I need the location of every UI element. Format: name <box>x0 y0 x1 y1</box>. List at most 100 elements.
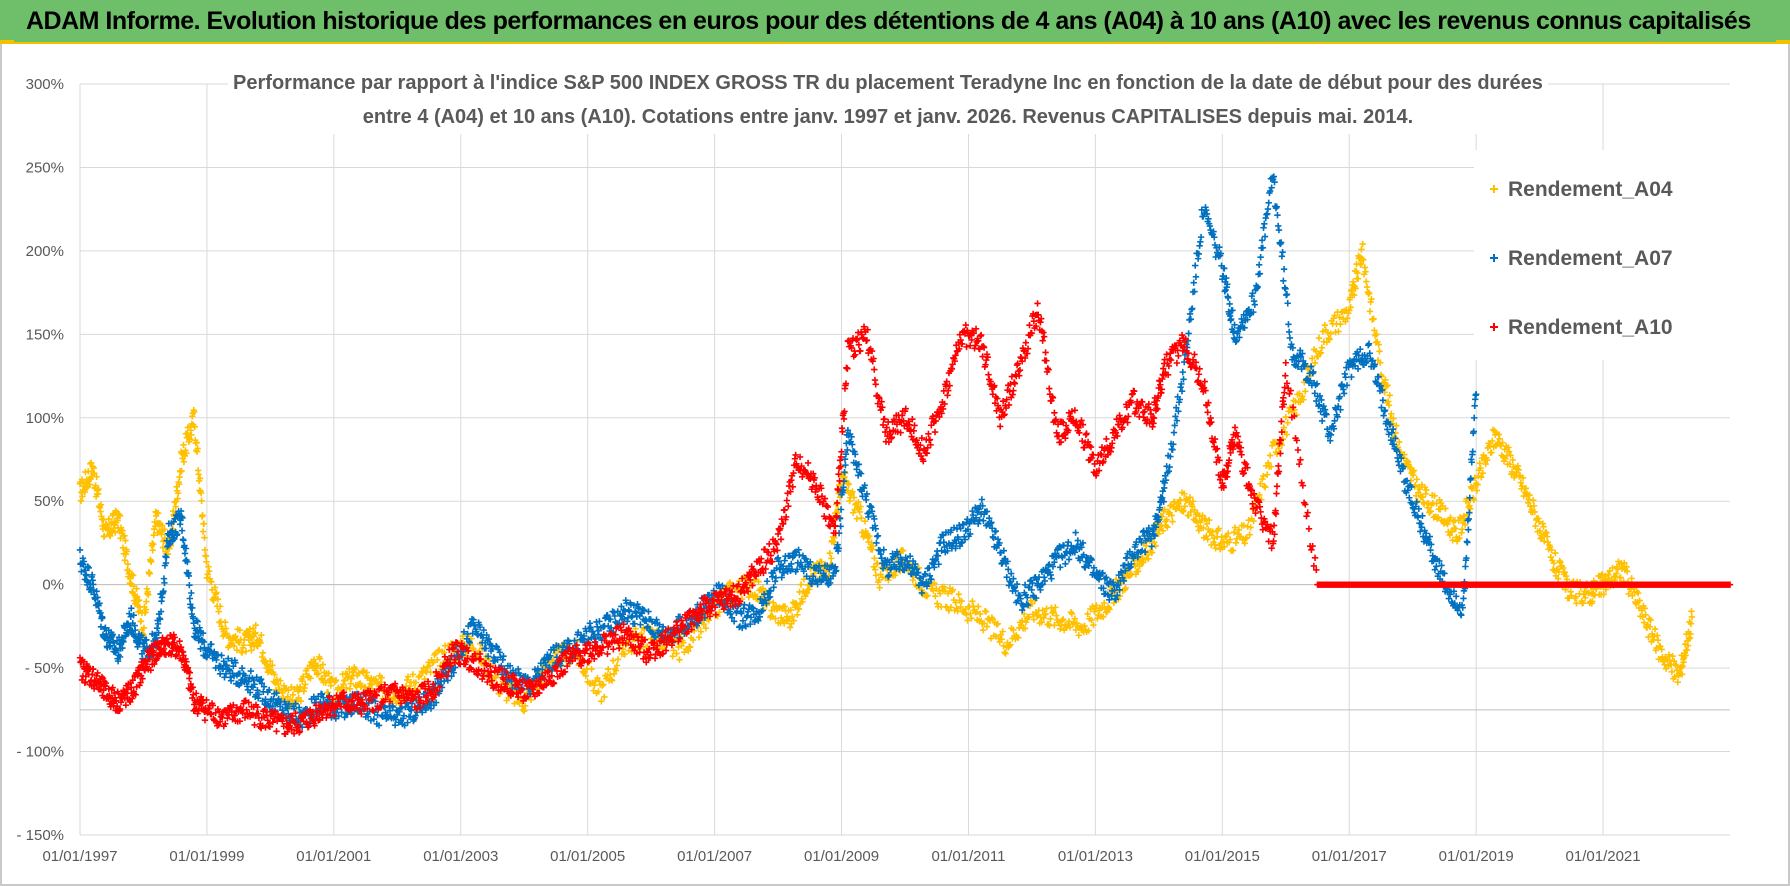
data-point <box>1407 465 1414 472</box>
data-point <box>1317 349 1325 356</box>
data-point <box>994 620 1001 628</box>
data-point <box>1186 494 1194 501</box>
data-point <box>1190 279 1197 286</box>
data-point <box>1059 616 1067 623</box>
data-point <box>1122 584 1129 592</box>
data-point <box>763 578 771 585</box>
data-point <box>1687 630 1694 638</box>
data-point <box>191 423 198 430</box>
data-point <box>289 691 297 699</box>
data-point <box>1427 507 1434 515</box>
data-point <box>259 649 267 657</box>
data-point <box>1265 459 1272 467</box>
data-point <box>269 662 276 669</box>
data-point <box>1442 505 1449 512</box>
data-point <box>1579 599 1587 607</box>
data-point <box>918 589 926 597</box>
data-point <box>968 615 975 622</box>
data-point <box>230 662 237 670</box>
x-tick-label: 01/01/2017 <box>1312 848 1387 865</box>
data-point <box>146 570 154 577</box>
data-point <box>158 531 165 538</box>
data-point <box>1048 575 1055 582</box>
data-point <box>1326 336 1333 343</box>
data-point <box>1410 467 1418 474</box>
data-point <box>97 609 104 617</box>
data-point <box>826 549 834 557</box>
data-point <box>130 612 137 619</box>
data-point <box>983 623 991 630</box>
data-point <box>1163 516 1170 524</box>
data-point <box>1241 540 1248 547</box>
data-point <box>1025 613 1033 621</box>
data-point <box>1635 589 1642 597</box>
data-point <box>1286 334 1294 342</box>
data-point <box>1112 576 1120 583</box>
data-point <box>284 693 291 700</box>
data-point <box>1282 285 1289 292</box>
data-point <box>480 626 487 634</box>
data-point <box>591 682 598 689</box>
data-point <box>1554 575 1562 582</box>
data-point <box>135 596 143 604</box>
data-point <box>964 617 971 624</box>
data-point <box>621 651 628 658</box>
data-point <box>1384 382 1391 389</box>
data-point <box>90 469 98 477</box>
data-point <box>84 563 92 570</box>
data-point <box>133 585 140 592</box>
data-point <box>107 642 114 649</box>
data-point <box>749 605 757 612</box>
data-point <box>1325 334 1332 342</box>
data-point <box>364 713 372 720</box>
data-point <box>1477 464 1484 472</box>
data-point <box>148 558 155 565</box>
data-point <box>1474 481 1481 488</box>
data-point <box>1377 359 1384 366</box>
data-point <box>1100 599 1108 607</box>
data-point <box>1452 525 1459 532</box>
data-point <box>444 677 452 684</box>
data-point <box>150 540 157 548</box>
data-point <box>155 629 162 636</box>
data-point <box>1636 597 1643 604</box>
data-point <box>1088 616 1095 624</box>
data-point <box>116 512 124 520</box>
data-point <box>1473 487 1481 494</box>
data-point <box>841 468 848 476</box>
data-point <box>588 665 595 673</box>
data-point <box>1185 330 1192 337</box>
data-point <box>1315 334 1323 342</box>
data-point <box>1458 611 1465 619</box>
axis-layer: 300%250%200%150%100%50%0%- 50%- 100%- 15… <box>16 76 1640 865</box>
data-point <box>873 539 880 547</box>
data-point <box>1283 431 1290 438</box>
data-point <box>695 634 703 641</box>
data-point <box>79 555 87 562</box>
data-point <box>571 637 578 644</box>
data-point <box>1507 452 1514 459</box>
data-point <box>1661 661 1668 668</box>
data-point <box>119 544 127 552</box>
y-tick-label: 150% <box>26 326 64 343</box>
data-point <box>1552 549 1559 557</box>
data-point <box>1646 623 1654 630</box>
data-point <box>599 682 606 689</box>
data-point <box>95 485 102 493</box>
data-point <box>176 473 183 481</box>
data-point <box>611 612 618 620</box>
data-point <box>182 545 190 552</box>
data-point <box>1390 415 1397 422</box>
data-point <box>1261 220 1268 228</box>
data-point <box>232 659 239 666</box>
data-point <box>1541 538 1548 545</box>
data-point <box>296 683 304 691</box>
data-point <box>1170 429 1178 436</box>
data-point <box>1057 564 1064 571</box>
data-point <box>885 571 893 579</box>
x-tick-label: 01/01/2013 <box>1058 848 1133 865</box>
data-point <box>1628 575 1635 582</box>
data-point <box>318 690 326 698</box>
data-point <box>484 653 492 660</box>
data-point <box>400 712 408 719</box>
